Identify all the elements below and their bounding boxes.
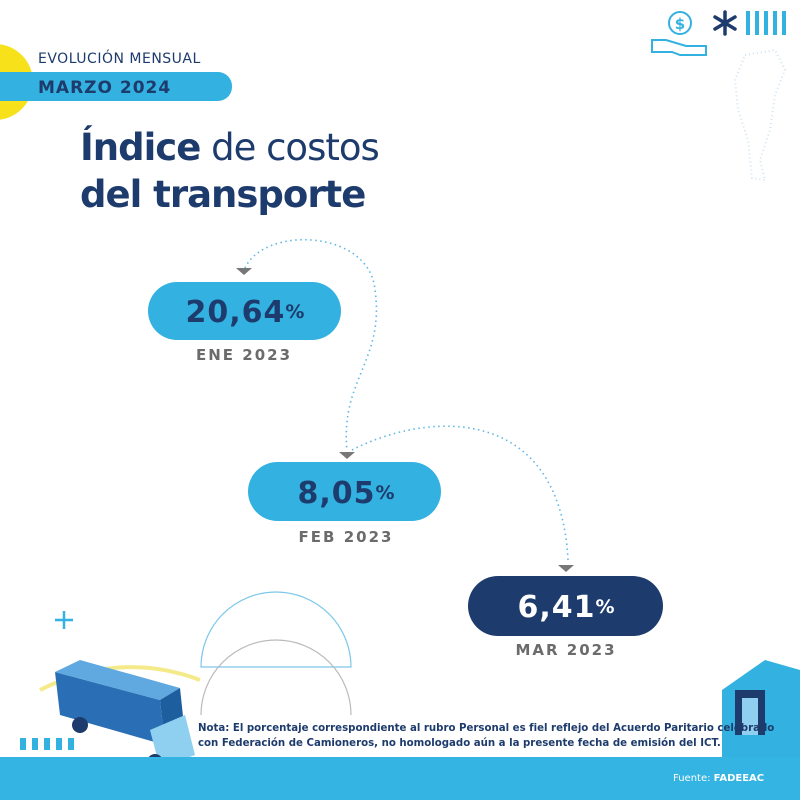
period-label: FEB 2023 — [299, 528, 394, 546]
period-label: ENE 2023 — [196, 346, 292, 364]
dollar-sign: $ — [675, 15, 685, 33]
value-pill — [248, 462, 441, 521]
period: MARZO 2024 — [38, 78, 171, 98]
source: Fuente: FADEEAC — [673, 773, 764, 784]
asterisk-icon — [713, 10, 737, 36]
source-label: Fuente: — [673, 773, 710, 784]
arcs — [200, 591, 352, 716]
value-pill — [148, 282, 341, 340]
value-number: 6,41 — [517, 590, 595, 625]
arrow-head — [236, 268, 252, 275]
connectors — [244, 239, 569, 561]
title-bold: Índice — [80, 125, 200, 169]
money-hand-icon — [651, 11, 707, 56]
note-label: Nota: — [198, 723, 229, 734]
value: 8,05% — [297, 476, 394, 511]
value-unit: % — [595, 596, 614, 618]
truck — [55, 660, 195, 770]
period-label: MAR 2023 — [515, 641, 616, 659]
value: 6,41% — [517, 590, 614, 625]
title-line2: del transporte — [80, 173, 365, 216]
footer-band — [0, 757, 800, 800]
arrow-head — [339, 452, 355, 459]
period-pill — [0, 72, 232, 101]
building — [722, 660, 800, 757]
value-number: 20,64 — [186, 295, 286, 330]
source-name: FADEEAC — [714, 773, 764, 784]
bars-icon — [746, 11, 786, 35]
title-line1: Índice de costos — [80, 125, 379, 169]
value: 20,64% — [186, 295, 305, 330]
kicker: EVOLUCIÓN MENSUAL — [38, 49, 201, 67]
map-dots — [733, 48, 787, 182]
plus-icon — [55, 611, 73, 629]
arrow-head — [558, 565, 574, 572]
value-unit: % — [375, 482, 394, 504]
period-pill-edge — [0, 72, 20, 101]
title-rest: de costos — [211, 126, 379, 169]
value-unit: % — [285, 301, 304, 323]
value-number: 8,05 — [297, 476, 375, 511]
value-pill — [468, 576, 663, 636]
note-text: El porcentaje correspondiente al rubro P… — [233, 723, 774, 734]
note-line2: con Federación de Camioneros, no homolog… — [198, 737, 721, 749]
road-dashes — [20, 738, 74, 750]
note-line1: Nota: El porcentaje correspondiente al r… — [198, 723, 774, 734]
